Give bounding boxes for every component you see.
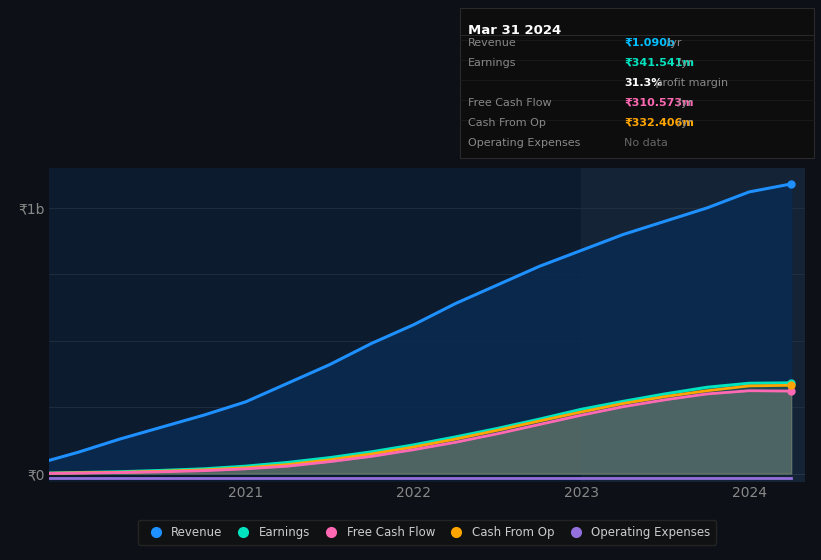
Text: Mar 31 2024: Mar 31 2024 [468, 24, 562, 37]
Text: 31.3%: 31.3% [624, 78, 663, 88]
Text: ₹332.406m: ₹332.406m [624, 118, 694, 128]
Text: Cash From Op: Cash From Op [468, 118, 546, 128]
Text: profit margin: profit margin [652, 78, 728, 88]
Text: Free Cash Flow: Free Cash Flow [468, 98, 552, 108]
Text: Operating Expenses: Operating Expenses [468, 138, 580, 148]
Text: Revenue: Revenue [468, 38, 516, 48]
Text: /yr: /yr [674, 98, 693, 108]
Bar [581, 168, 805, 482]
Text: /yr: /yr [663, 38, 681, 48]
Text: ₹341.541m: ₹341.541m [624, 58, 694, 68]
Text: Earnings: Earnings [468, 58, 516, 68]
Text: ₹310.573m: ₹310.573m [624, 98, 694, 108]
Text: ₹1.090b: ₹1.090b [624, 38, 675, 48]
Legend: Revenue, Earnings, Free Cash Flow, Cash From Op, Operating Expenses: Revenue, Earnings, Free Cash Flow, Cash … [138, 520, 716, 545]
Text: /yr: /yr [674, 118, 693, 128]
Text: No data: No data [624, 138, 667, 148]
Text: /yr: /yr [674, 58, 693, 68]
